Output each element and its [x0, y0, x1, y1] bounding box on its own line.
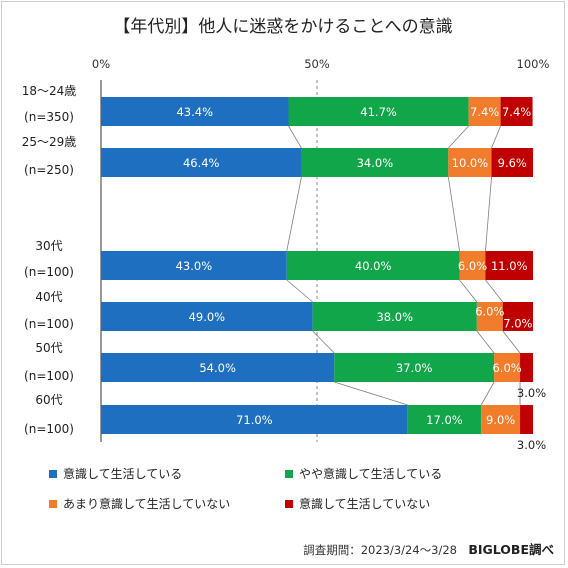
data-label: 41.7% [360, 105, 397, 119]
legend-swatch [285, 470, 293, 478]
bar-segment [101, 97, 289, 126]
bar-layer [101, 97, 533, 434]
chart-title: 【年代別】他人に迷惑をかけることへの意識 [113, 17, 452, 37]
category-label-layer: 18〜24歳 (n=350) 25〜29歳 (n=250) 30代 (n=100) 40代 (… [22, 84, 77, 436]
data-label: 9.6% [498, 156, 527, 170]
connector-line [485, 279, 504, 303]
connector-line [459, 279, 478, 303]
bar-segment [481, 405, 521, 434]
bar-segment [101, 405, 408, 434]
legend-swatch [49, 470, 57, 478]
bar-segment [101, 148, 302, 177]
bar-segment [500, 97, 533, 126]
data-label: 71.0% [236, 413, 273, 427]
legend-label: 意識して生活していない [299, 496, 430, 511]
data-label: 11.0% [491, 259, 528, 273]
data-label: 49.0% [189, 310, 226, 324]
connector-line [485, 176, 492, 252]
bar-segment [476, 302, 503, 331]
data-label: 10.0% [452, 156, 489, 170]
data-label: 6.0% [475, 305, 504, 319]
connector-line [447, 176, 460, 252]
connector-line [312, 330, 335, 354]
category-n-label: (n=350) [24, 110, 74, 124]
connector-lines [286, 125, 521, 406]
connector-line [288, 125, 302, 149]
connector-line [286, 176, 302, 252]
connector-line [480, 381, 495, 406]
x-tick-label: 100% [517, 57, 550, 71]
x-tick-label: 0% [92, 57, 110, 71]
category-label: 25〜29歳 [22, 135, 77, 149]
bar-segment [301, 148, 449, 177]
data-label: 46.4% [183, 156, 220, 170]
bar-segment [101, 302, 313, 331]
bar-segment [312, 302, 477, 331]
connector-line [476, 330, 495, 354]
bar-segment [459, 251, 486, 280]
data-label: 40.0% [355, 259, 392, 273]
bar-segment [520, 353, 533, 382]
bar-segment [485, 251, 533, 280]
legend-swatch [49, 500, 57, 508]
category-n-label: (n=100) [24, 317, 74, 331]
legend-label: 意識して生活している [63, 466, 182, 481]
data-label: 7.4% [502, 105, 531, 119]
data-label: 43.4% [176, 105, 213, 119]
category-label: 40代 [35, 290, 62, 304]
bar-segment [407, 405, 482, 434]
connector-line [448, 125, 469, 149]
data-label: 6.0% [458, 259, 487, 273]
category-label: 18〜24歳 [22, 84, 77, 98]
data-label: 34.0% [357, 156, 394, 170]
category-n-label: (n=100) [24, 422, 74, 436]
connector-line [334, 381, 408, 406]
legend-label: やや意識して生活している [299, 466, 442, 481]
category-label: 50代 [35, 341, 62, 355]
category-label: 60代 [35, 393, 62, 407]
bar-segment [101, 353, 335, 382]
bar-segment [468, 97, 501, 126]
bar-segment [520, 405, 533, 434]
bar-segment [491, 148, 533, 177]
connector-line [286, 279, 313, 303]
legend-swatch [285, 500, 293, 508]
bar-segment [448, 148, 492, 177]
legend-label: あまり意識して生活していない [63, 496, 230, 511]
data-label: 43.0% [176, 259, 213, 273]
data-label: 6.0% [492, 361, 521, 375]
data-label: 37.0% [396, 361, 433, 375]
bar-segment [502, 302, 533, 331]
category-n-label: (n=100) [24, 369, 74, 383]
connector-line [491, 125, 501, 149]
category-label: 30代 [35, 239, 62, 253]
bar-segment [101, 251, 287, 280]
x-tick-label: 50% [304, 57, 330, 71]
bar-segment [288, 97, 469, 126]
connector-line [502, 330, 521, 354]
bar-segment [494, 353, 521, 382]
bar-segment [286, 251, 460, 280]
survey-period: 調査期間：2023/3/24〜3/28 [303, 543, 457, 557]
data-label: 54.0% [199, 361, 236, 375]
data-label: 3.0% [517, 386, 546, 400]
data-label: 9.0% [486, 413, 515, 427]
category-n-label: (n=250) [24, 163, 74, 177]
bar-segment [334, 353, 495, 382]
data-label-layer: 43.4% 41.7% 7.4% 7.4% 46.4% 34.0% 10.0% 9.6% 43.… [176, 105, 547, 452]
data-label: 3.0% [517, 438, 546, 452]
brand-credit: BIGLOBE調べ [468, 542, 554, 557]
category-n-label: (n=100) [24, 265, 74, 279]
data-label: 7.4% [470, 105, 499, 119]
data-label: 17.0% [426, 413, 463, 427]
data-label: 38.0% [376, 310, 413, 324]
data-label: 7.0% [503, 317, 532, 331]
